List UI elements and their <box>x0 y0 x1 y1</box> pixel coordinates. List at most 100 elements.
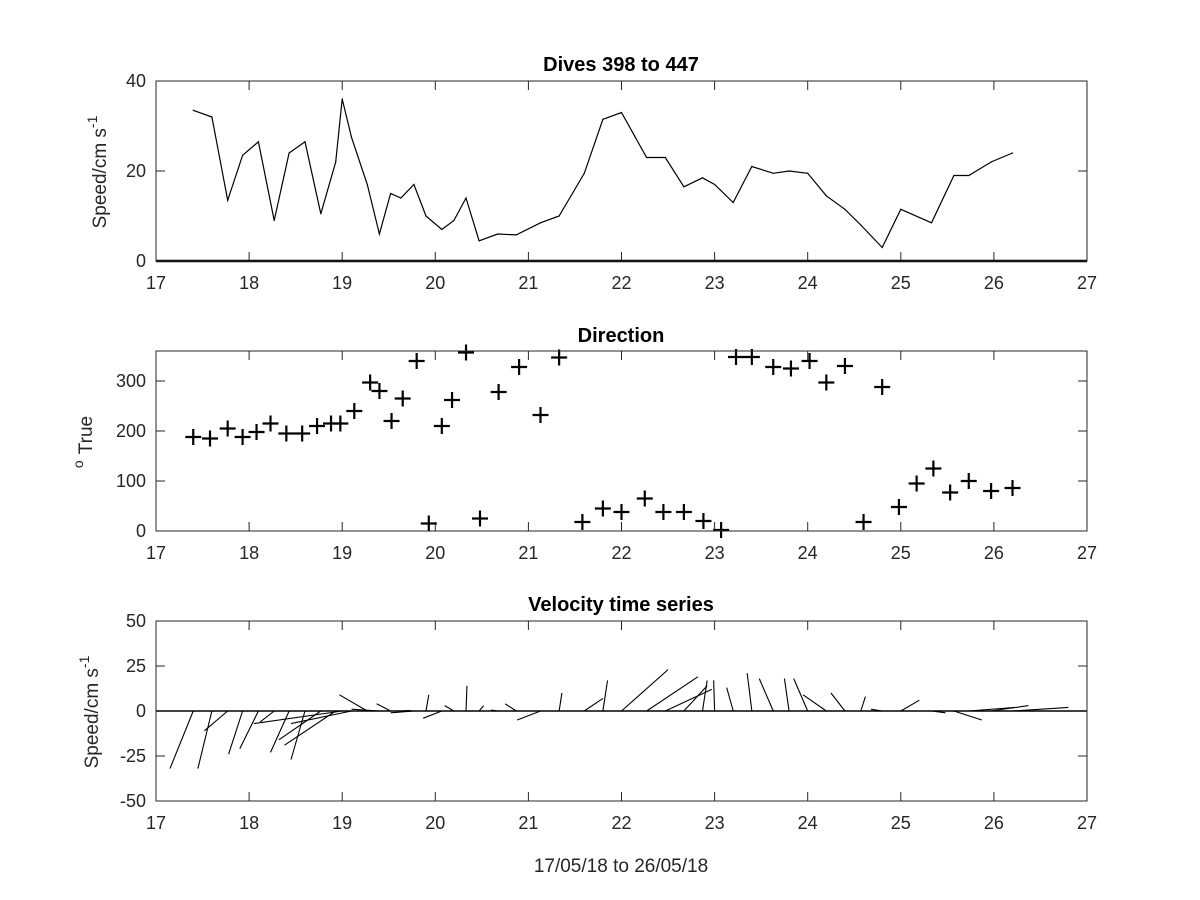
speed-point <box>968 174 970 177</box>
velocity-stick <box>376 703 391 712</box>
direction-marker <box>675 504 692 520</box>
velocity-stick <box>991 705 1029 712</box>
x-tick-label: 24 <box>798 273 818 293</box>
direction-marker <box>346 403 363 419</box>
direction-marker <box>574 514 591 530</box>
velocity-stick <box>758 678 774 712</box>
speed-point <box>701 177 704 179</box>
y-tick-label: 25 <box>126 656 146 676</box>
y-axis-label-speed: Speed/cm s-1 <box>84 115 111 228</box>
velocity-stick <box>400 709 411 712</box>
direction-marker <box>728 349 745 365</box>
x-tick-label: 18 <box>239 813 259 833</box>
direction-marker <box>371 383 388 399</box>
velocity-stick <box>746 673 753 712</box>
velocity-stick <box>583 697 604 712</box>
speed-point <box>732 201 734 204</box>
speed-point <box>558 215 560 217</box>
x-tick-label: 22 <box>611 273 631 293</box>
direction-marker <box>801 353 818 369</box>
speed-point <box>366 183 368 186</box>
y-axis-label-speed-sup: -1 <box>84 115 100 128</box>
velocity-stick <box>228 710 244 755</box>
direction-marker <box>201 430 218 447</box>
velocity-stick <box>1012 706 1069 712</box>
velocity-stick <box>968 706 1016 712</box>
direction-marker <box>874 379 891 395</box>
direction-marker <box>433 418 450 434</box>
speed-point <box>515 234 517 236</box>
direction-marker <box>278 425 295 442</box>
speed-point <box>497 233 499 235</box>
speed-point <box>341 98 343 100</box>
velocity-stick <box>793 678 809 712</box>
chart-title-velocity: Velocity time series <box>528 594 714 616</box>
x-tick-label: 27 <box>1077 273 1097 293</box>
y-axis-label-speed-main: Speed/cm s <box>90 128 111 228</box>
velocity-stick <box>465 685 468 712</box>
speed-point <box>304 141 306 143</box>
velocity-stick <box>270 710 290 753</box>
velocity-stick <box>783 678 790 712</box>
x-tick-label: 21 <box>518 273 538 293</box>
x-tick-label: 18 <box>239 543 259 563</box>
velocity-stick <box>444 705 455 712</box>
speed-point <box>288 152 290 154</box>
speed-point <box>714 183 716 186</box>
velocity-stick <box>517 710 541 721</box>
direction-marker <box>234 429 251 445</box>
direction-marker <box>551 349 568 366</box>
direction-marker <box>613 504 630 520</box>
direction-marker <box>394 390 411 407</box>
data-group-velocity <box>156 669 1087 769</box>
y-tick-label: 300 <box>116 371 146 391</box>
speed-point <box>478 240 480 242</box>
speed-point <box>320 213 322 215</box>
y-axis-label-velocity: Speed/cm s-1 <box>76 655 103 768</box>
velocity-stick <box>713 680 716 712</box>
velocity-stick <box>830 692 846 712</box>
y-tick-label: 40 <box>126 71 146 91</box>
x-tick-label: 21 <box>518 543 538 563</box>
speed-point <box>257 141 260 143</box>
speed-point <box>583 172 585 174</box>
direction-marker <box>636 490 653 507</box>
velocity-stick <box>478 705 485 712</box>
velocity-stick <box>900 699 920 712</box>
speed-point <box>211 116 213 118</box>
x-tick-label: 24 <box>798 813 818 833</box>
direction-marker <box>695 513 712 529</box>
direction-marker <box>655 504 672 520</box>
direction-marker <box>925 460 942 477</box>
x-tick-label: 21 <box>518 813 538 833</box>
velocity-stick <box>253 710 343 725</box>
panel-speed: Dives 398 to 447 Speed/cm s-1 17 18 19 20 21… <box>84 54 1097 293</box>
x-tick-label: 27 <box>1077 813 1097 833</box>
x-tick-label: 27 <box>1077 543 1097 563</box>
velocity-stick <box>197 710 213 769</box>
direction-marker <box>219 420 236 437</box>
speed-point <box>413 183 415 186</box>
speed-point <box>453 219 455 222</box>
velocity-stick <box>422 710 443 719</box>
speed-point <box>378 233 381 235</box>
direction-marker <box>248 424 265 440</box>
x-tick-label: 20 <box>425 813 445 833</box>
speed-point <box>825 195 827 197</box>
direction-marker <box>743 349 760 365</box>
direction-marker <box>458 344 475 361</box>
velocity-stick <box>169 710 194 769</box>
velocity-stick <box>504 703 517 712</box>
velocity-stick <box>290 710 352 725</box>
velocity-stick <box>204 710 229 732</box>
velocity-stick <box>491 709 498 712</box>
direction-marker <box>818 374 835 391</box>
velocity-stick <box>870 708 883 712</box>
speed-point <box>751 165 753 168</box>
direction-marker <box>262 415 279 432</box>
velocity-stick <box>558 692 563 712</box>
y-axis-label-direction-main: True <box>76 416 97 454</box>
y-tick-label: 50 <box>126 611 146 631</box>
